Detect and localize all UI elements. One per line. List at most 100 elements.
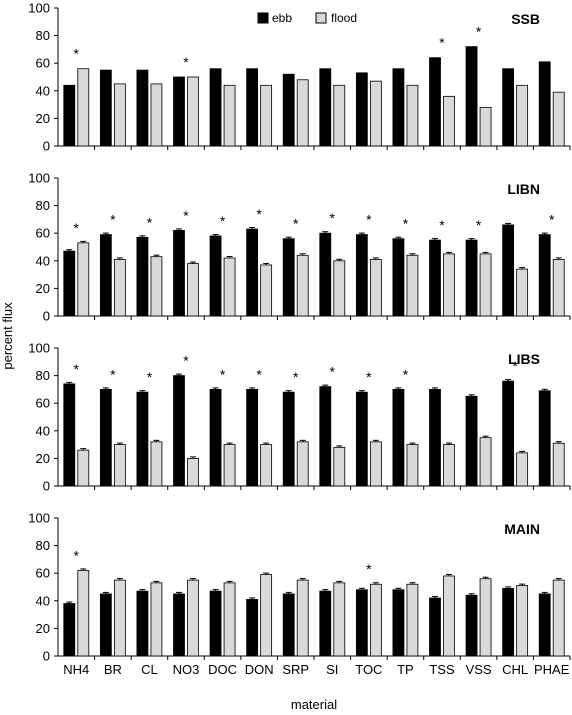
bar-flood xyxy=(516,268,529,317)
bar-flood xyxy=(77,68,90,147)
bar-flood xyxy=(443,95,455,147)
bar-ebb xyxy=(136,69,149,147)
bar-ebb xyxy=(465,594,478,657)
bar-ebb xyxy=(173,230,185,317)
bar-ebb xyxy=(355,589,368,657)
panel-main: 0 20 40 60 80 100 MAIN * NH4 BR CL NO3 DOC DON SRP SI * T… xyxy=(28,511,571,677)
significance-marker: * xyxy=(330,210,336,226)
significance-marker: * xyxy=(549,212,555,228)
x-tick-label: CL xyxy=(141,662,158,677)
bar-ebb xyxy=(538,390,551,487)
significance-marker: * xyxy=(74,220,80,236)
bar-flood xyxy=(479,106,492,147)
bar-ebb xyxy=(502,68,515,147)
bar-ebb xyxy=(63,250,76,317)
bar-flood xyxy=(369,80,382,147)
y-tick-label: 40 xyxy=(36,593,50,608)
bar-ebb xyxy=(355,72,368,147)
significance-marker: * xyxy=(220,213,226,229)
bar-ebb xyxy=(392,589,405,657)
y-tick-label: 20 xyxy=(36,621,50,636)
bar-flood xyxy=(187,579,199,657)
bar-flood xyxy=(150,441,163,487)
bar-ebb xyxy=(246,388,259,487)
bar-ebb xyxy=(429,597,441,657)
bar-ebb xyxy=(319,232,332,317)
bar-ebb xyxy=(209,590,222,657)
significance-marker: * xyxy=(74,46,80,62)
bar-flood xyxy=(113,579,126,657)
significance-marker: * xyxy=(256,206,262,222)
bar-ebb xyxy=(429,239,441,317)
significance-marker: * xyxy=(256,366,262,382)
bar-flood xyxy=(333,582,346,657)
bar-ebb xyxy=(173,375,185,487)
bar-ebb xyxy=(173,593,185,657)
panel-ssb: 0 20 40 60 80 100 SSB * * * * xyxy=(28,1,571,154)
y-tick-label: 100 xyxy=(28,171,50,186)
panel-title: SSB xyxy=(511,11,540,27)
significance-marker: * xyxy=(366,561,372,577)
y-tick-label: 0 xyxy=(43,479,50,494)
bar-ebb xyxy=(282,593,295,657)
bar-ebb xyxy=(465,395,478,487)
bar-ebb xyxy=(99,69,112,147)
bar-ebb xyxy=(319,590,332,657)
panel-title: LIBS xyxy=(508,351,540,367)
bar-flood xyxy=(516,84,529,147)
bar-ebb xyxy=(355,234,368,317)
bar-ebb xyxy=(429,57,441,147)
panel-libn: 0 20 40 60 80 100 LIBN * * * * * * * * * * * * * xyxy=(28,171,571,324)
significance-marker: * xyxy=(183,353,189,369)
bar-flood xyxy=(260,574,273,657)
bar-flood xyxy=(113,444,126,487)
bar-flood xyxy=(113,83,126,147)
legend-swatch-ebb xyxy=(257,12,269,24)
bar-flood xyxy=(333,84,346,147)
bar-flood xyxy=(113,259,126,317)
bar-ebb xyxy=(209,388,222,487)
significance-marker: * xyxy=(110,366,116,382)
significance-marker: * xyxy=(147,369,153,385)
bar-ebb xyxy=(63,84,76,147)
significance-marker: * xyxy=(476,217,482,233)
bar-ebb xyxy=(99,388,112,487)
y-tick-label: 100 xyxy=(28,1,50,16)
bar-flood xyxy=(187,76,199,147)
y-tick-label: 60 xyxy=(36,566,50,581)
bar-flood xyxy=(369,441,382,487)
bar-flood xyxy=(187,263,199,317)
bar-flood xyxy=(479,578,492,657)
y-tick-label: 0 xyxy=(43,309,50,324)
x-tick-label: VSS xyxy=(466,662,492,677)
bar-ebb xyxy=(209,235,222,317)
bar-flood xyxy=(552,442,565,487)
bar-ebb xyxy=(465,46,478,147)
significance-marker: * xyxy=(74,361,80,377)
bar-flood xyxy=(443,444,455,487)
y-tick-label: 20 xyxy=(36,281,50,296)
bar-flood xyxy=(150,256,163,317)
bar-ebb xyxy=(99,593,112,657)
y-tick-label: 40 xyxy=(36,253,50,268)
y-tick-label: 40 xyxy=(36,83,50,98)
bar-ebb xyxy=(209,68,222,147)
bar-flood xyxy=(552,259,565,317)
x-tick-label: PHAE xyxy=(534,662,570,677)
significance-marker: * xyxy=(439,35,445,51)
bar-flood xyxy=(552,579,565,657)
bar-ebb xyxy=(136,236,149,317)
bar-flood xyxy=(479,437,492,487)
x-tick-label: BR xyxy=(104,662,122,677)
x-axis-label: material xyxy=(291,697,337,712)
bar-flood xyxy=(223,444,236,487)
bar-ebb xyxy=(63,383,76,487)
bar-ebb xyxy=(502,380,515,487)
bar-flood xyxy=(223,582,236,657)
x-tick-label: NH4 xyxy=(63,662,89,677)
y-tick-label: 100 xyxy=(28,511,50,526)
x-tick-label: SRP xyxy=(282,662,309,677)
x-tick-label: TSS xyxy=(429,662,455,677)
